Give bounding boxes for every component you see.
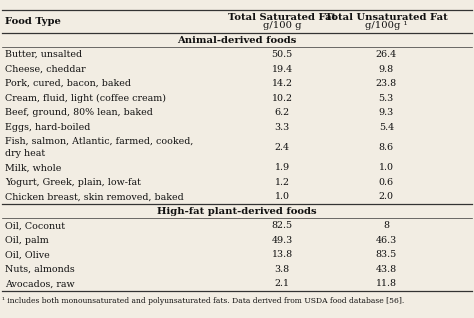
- Text: Cheese, cheddar: Cheese, cheddar: [5, 65, 85, 73]
- Text: 26.4: 26.4: [376, 50, 397, 59]
- Text: Cream, fluid, light (coffee cream): Cream, fluid, light (coffee cream): [5, 93, 166, 103]
- Text: 83.5: 83.5: [376, 250, 397, 259]
- Text: 43.8: 43.8: [376, 265, 397, 274]
- Text: 49.3: 49.3: [272, 236, 292, 245]
- Text: 0.6: 0.6: [379, 178, 394, 187]
- Text: 8.6: 8.6: [379, 143, 394, 152]
- Text: Eggs, hard-boiled: Eggs, hard-boiled: [5, 122, 90, 132]
- Text: High-fat plant-derived foods: High-fat plant-derived foods: [157, 207, 317, 216]
- Text: 1.0: 1.0: [379, 163, 394, 172]
- Text: 11.8: 11.8: [376, 279, 397, 288]
- Text: Yogurt, Greek, plain, low-fat: Yogurt, Greek, plain, low-fat: [5, 178, 141, 187]
- Text: Butter, unsalted: Butter, unsalted: [5, 50, 82, 59]
- Text: Oil, palm: Oil, palm: [5, 236, 48, 245]
- Text: 19.4: 19.4: [272, 65, 292, 73]
- Text: Milk, whole: Milk, whole: [5, 163, 61, 172]
- Text: Animal-derived foods: Animal-derived foods: [177, 36, 297, 45]
- Text: 3.3: 3.3: [274, 122, 290, 132]
- Text: 2.1: 2.1: [274, 279, 290, 288]
- Text: g/100g ¹: g/100g ¹: [365, 21, 408, 30]
- Text: 14.2: 14.2: [272, 79, 292, 88]
- Text: 46.3: 46.3: [376, 236, 397, 245]
- Text: Total Saturated Fat: Total Saturated Fat: [228, 13, 336, 22]
- Text: 1.2: 1.2: [274, 178, 290, 187]
- Text: ¹ includes both monounsaturated and polyunsaturated fats. Data derived from USDA: ¹ includes both monounsaturated and poly…: [2, 297, 405, 305]
- Text: 1.9: 1.9: [274, 163, 290, 172]
- Text: Oil, Olive: Oil, Olive: [5, 250, 49, 259]
- Text: 9.3: 9.3: [379, 108, 394, 117]
- Text: 50.5: 50.5: [272, 50, 292, 59]
- Text: Food Type: Food Type: [5, 17, 61, 26]
- Text: 2.0: 2.0: [379, 192, 394, 201]
- Text: Chicken breast, skin removed, baked: Chicken breast, skin removed, baked: [5, 192, 183, 201]
- Text: 23.8: 23.8: [376, 79, 397, 88]
- Text: 9.8: 9.8: [379, 65, 394, 73]
- Text: 3.8: 3.8: [274, 265, 290, 274]
- Text: 13.8: 13.8: [272, 250, 292, 259]
- Text: 5.4: 5.4: [379, 122, 394, 132]
- Text: 5.3: 5.3: [379, 93, 394, 103]
- Text: 6.2: 6.2: [274, 108, 290, 117]
- Text: Avocados, raw: Avocados, raw: [5, 279, 74, 288]
- Text: Nuts, almonds: Nuts, almonds: [5, 265, 74, 274]
- Text: Beef, ground, 80% lean, baked: Beef, ground, 80% lean, baked: [5, 108, 153, 117]
- Text: Fish, salmon, Atlantic, farmed, cooked,: Fish, salmon, Atlantic, farmed, cooked,: [5, 137, 193, 146]
- Text: 10.2: 10.2: [272, 93, 292, 103]
- Text: 2.4: 2.4: [274, 143, 290, 152]
- Text: dry heat: dry heat: [5, 149, 45, 158]
- Text: 8: 8: [383, 221, 389, 230]
- Text: Oil, Coconut: Oil, Coconut: [5, 221, 65, 230]
- Text: Total Unsaturated Fat: Total Unsaturated Fat: [325, 13, 447, 22]
- Text: 1.0: 1.0: [274, 192, 290, 201]
- Text: g/100 g: g/100 g: [263, 21, 301, 30]
- Text: Pork, cured, bacon, baked: Pork, cured, bacon, baked: [5, 79, 131, 88]
- Text: 82.5: 82.5: [272, 221, 292, 230]
